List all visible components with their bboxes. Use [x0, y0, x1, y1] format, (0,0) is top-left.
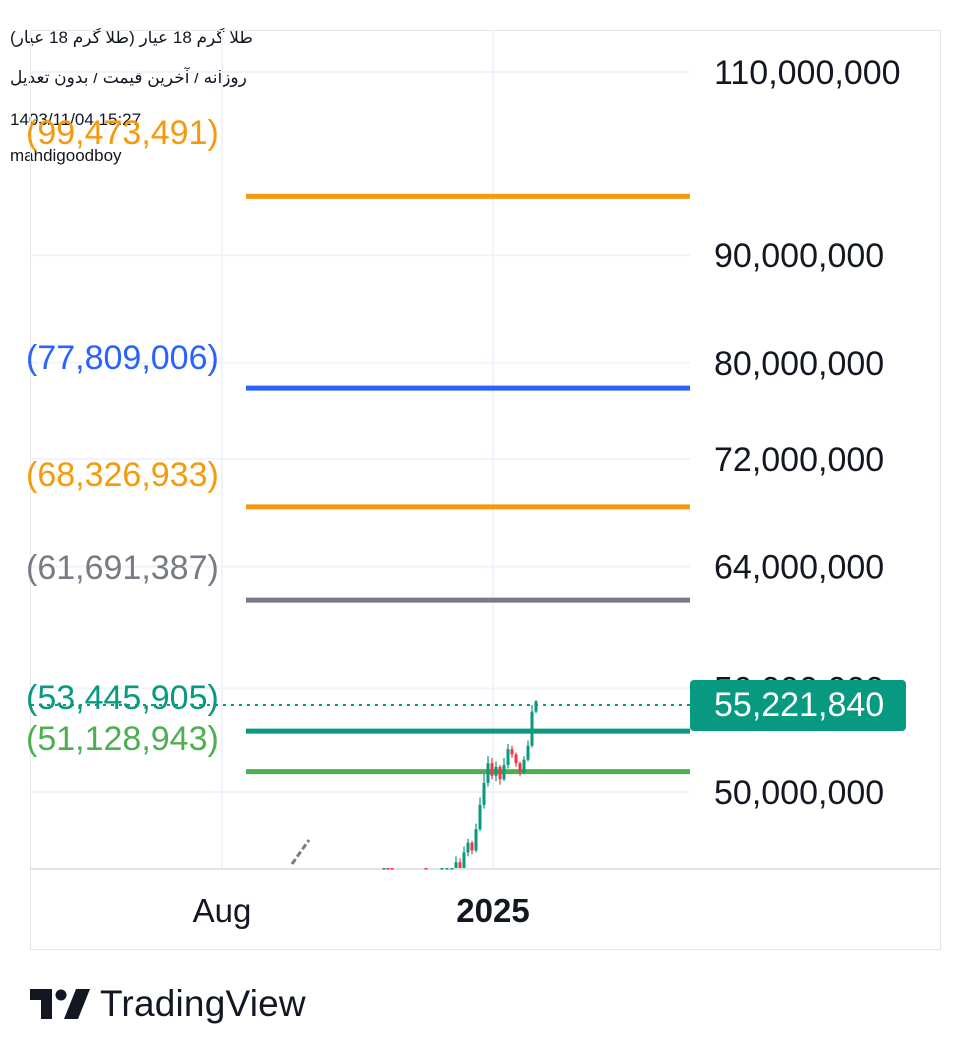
- candle-body: [386, 868, 390, 870]
- y-tick-label: 90,000,000: [714, 237, 884, 275]
- candle-body: [498, 766, 502, 780]
- candle-body: [482, 782, 486, 805]
- level-label: (51,128,943): [26, 720, 219, 758]
- x-tick-label: 2025: [456, 892, 529, 929]
- chart-frame: [30, 30, 941, 950]
- y-tick-label: 64,000,000: [714, 549, 884, 587]
- candle-body: [518, 763, 522, 773]
- y-tick-label: 110,000,000: [714, 54, 901, 92]
- candle-body: [470, 842, 474, 851]
- candle-body: [462, 852, 466, 868]
- candle-body: [478, 804, 482, 830]
- y-tick-label: 50,000,000: [714, 774, 884, 812]
- level-label: (61,691,387): [26, 549, 219, 587]
- candle-body: [526, 745, 530, 760]
- y-tick-label: 72,000,000: [714, 441, 884, 479]
- candle-body: [530, 711, 534, 746]
- candle-body: [514, 754, 518, 764]
- candle-body: [450, 868, 454, 870]
- last-price-label: 55,221,840: [714, 686, 884, 724]
- level-label: (53,445,905): [26, 679, 219, 717]
- candle-body: [474, 829, 478, 851]
- brand-name: TradingView: [100, 983, 306, 1024]
- candle-body: [506, 749, 510, 766]
- level-label: (68,326,933): [26, 456, 219, 494]
- candle-body: [382, 868, 386, 870]
- tradingview-logo[interactable]: TradingView: [30, 983, 306, 1024]
- candle-body: [486, 763, 490, 783]
- candle-body: [510, 749, 514, 755]
- candle-body: [466, 842, 470, 853]
- y-tick-label: 80,000,000: [714, 345, 884, 383]
- author-name: mahdigoodboy: [10, 146, 122, 165]
- candle-body: [424, 868, 428, 870]
- candle-body: [454, 862, 458, 868]
- snapshot-timestamp: 1403/11/04 15:27: [10, 110, 142, 129]
- candle-body: [440, 868, 444, 870]
- candle-body: [458, 862, 462, 868]
- chart-title: طلا گرم 18 عیار (طلا گرم 18 عیار): [10, 28, 253, 47]
- candle-body: [494, 766, 498, 776]
- candle-body: [534, 701, 538, 712]
- chart-canvas[interactable]: (99,473,491) (77,809,006) (68,326,933) (61,…: [0, 0, 972, 960]
- candle-body: [490, 763, 494, 776]
- candle-body: [445, 868, 449, 870]
- level-label: (77,809,006): [26, 339, 219, 377]
- last-price-badge: [690, 680, 906, 731]
- x-tick-label: Aug: [193, 892, 252, 929]
- price-fragment: [290, 839, 311, 865]
- candle-body: [502, 765, 506, 780]
- level-label: (99,473,491): [26, 114, 219, 152]
- candle-body: [522, 759, 526, 773]
- candle-body: [390, 868, 394, 870]
- tradingview-logo-icon: [30, 989, 90, 1019]
